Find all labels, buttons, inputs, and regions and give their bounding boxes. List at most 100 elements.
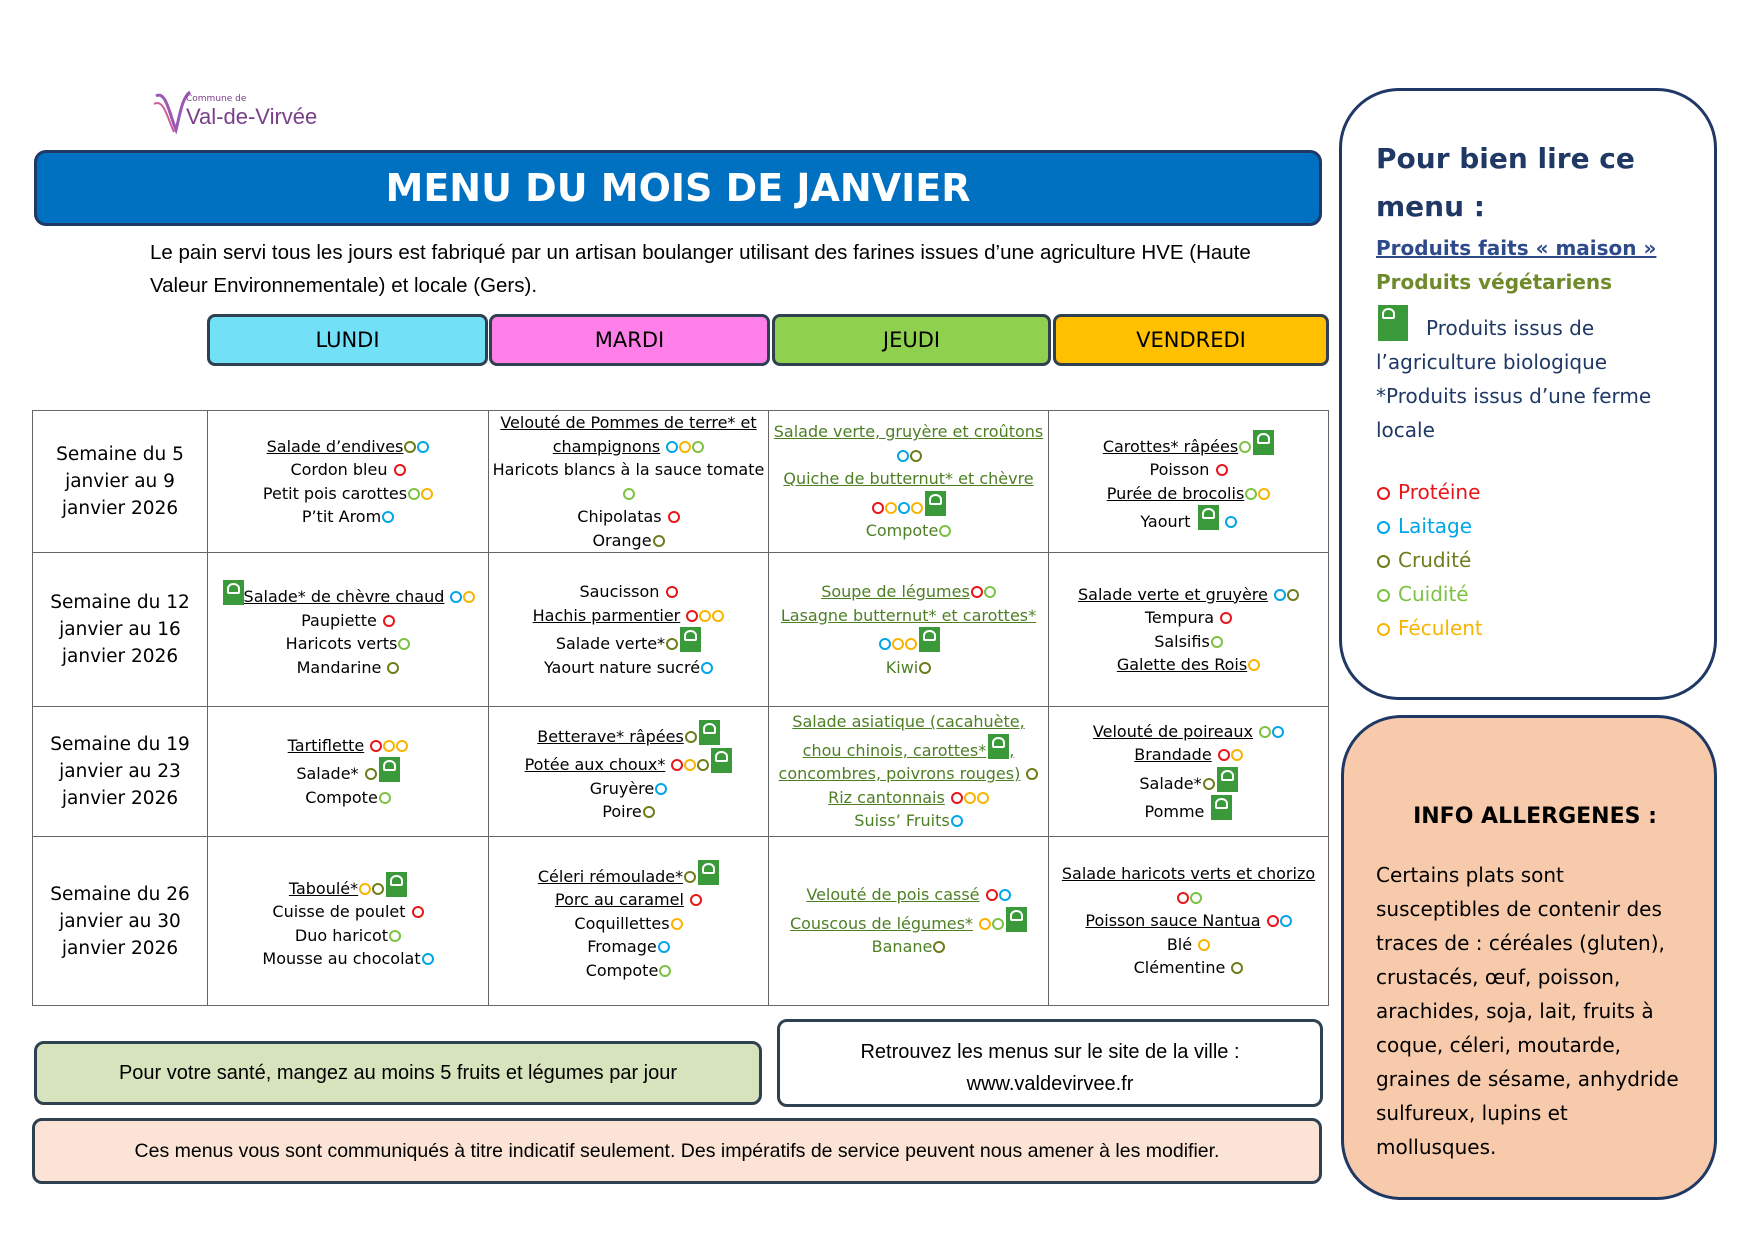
dish: Coquillettes: [574, 913, 670, 933]
category-dot: [979, 917, 992, 930]
category-dot: [1239, 440, 1252, 453]
site-box: Retrouvez les menus sur le site de la vi…: [777, 1019, 1323, 1107]
day-header: MARDI: [489, 314, 770, 366]
category-dot: [667, 511, 680, 523]
dish: Taboulé*: [288, 878, 359, 898]
dish: Velouté de Pommes de terre* et champigno…: [500, 413, 757, 456]
dish: Poisson sauce Nantua: [1085, 911, 1261, 931]
category-dot: [686, 609, 699, 622]
organic-logo: [698, 859, 720, 885]
category-dot: [411, 906, 424, 918]
category-dot: [684, 730, 697, 743]
week-label: Semaine du 19 janvier au 23 janvier 2026: [32, 706, 208, 837]
category-dot: [701, 661, 714, 674]
category-dot: [976, 791, 989, 804]
category-dot: [885, 501, 897, 514]
dish: Potée aux choux*: [524, 755, 666, 774]
category-dot: [1279, 915, 1292, 928]
category-dot: [378, 791, 391, 804]
category-dot: [450, 591, 463, 603]
dish: Mousse au chocolat: [262, 949, 421, 968]
organic-logo: [386, 871, 408, 897]
dish: Riz cantonnais: [828, 787, 945, 807]
dish: Duo haricot: [294, 925, 389, 945]
category-dot: [1189, 891, 1202, 904]
dish: Soupe de légumes: [821, 582, 970, 601]
category-dot: [421, 953, 434, 965]
dish: Kiwi: [885, 657, 919, 677]
category-dot: [665, 586, 678, 598]
category-dot: [382, 614, 395, 627]
category-dot: [909, 449, 922, 462]
category-dot: [939, 525, 952, 538]
dish: Compote: [865, 521, 939, 541]
cell: Carottes* râpées Poisson Purée de brocol…: [1048, 410, 1329, 553]
category-dot: [699, 609, 712, 622]
cell: Salade haricots verts et chorizo Poisson…: [1048, 836, 1329, 1006]
dish: Salade d’endives: [266, 436, 404, 456]
category-dot: [1266, 915, 1279, 928]
logo-mark: [153, 90, 192, 134]
dish: Compote: [305, 787, 378, 807]
category-dot: [671, 759, 684, 771]
dish: Clémentine: [1133, 958, 1226, 978]
category-dot: [393, 464, 406, 476]
category-dot: [1248, 659, 1261, 671]
category-dot: [1210, 635, 1223, 648]
category-dot: [904, 638, 917, 650]
category-dot: [657, 941, 670, 954]
dish: Tartiflette: [287, 735, 365, 755]
category-dot: [1215, 464, 1228, 476]
category-dot: [1377, 521, 1390, 534]
cell: Salade* de chèvre chaud Paupiette Harico…: [207, 552, 489, 707]
dish: Hachis parmentier: [532, 605, 681, 625]
legend-category: Protéine: [1398, 480, 1481, 504]
dish: Poire: [602, 802, 642, 821]
organic-logo: [1253, 429, 1275, 455]
allergen-panel: INFO ALLERGENES : Certains plats sont su…: [1341, 715, 1717, 1200]
category-dot: [1377, 487, 1390, 500]
legend-category: Cuidité: [1398, 582, 1469, 606]
category-dot: [1377, 589, 1390, 602]
dish: Betterave* râpées: [537, 726, 684, 746]
category-dot: [911, 501, 923, 514]
dish: , concombres, poivrons rouges): [778, 740, 1021, 784]
cell: Taboulé* Cuisse de poulet Duo haricot Mo…: [207, 836, 489, 1006]
organic-logo: [925, 490, 946, 516]
category-dot: [1377, 555, 1390, 568]
category-dot: [684, 759, 697, 771]
category-dot: [1245, 487, 1258, 500]
category-dot: [372, 882, 385, 895]
cell: Velouté de Pommes de terre* et champigno…: [488, 410, 769, 553]
cell: Céleri rémoulade* Porc au caramel Coquil…: [488, 836, 769, 1006]
dish: Salade verte, gruyère et croûtons: [773, 422, 1044, 442]
legend-title: Pour bien lire ce menu :: [1376, 142, 1635, 223]
category-dot: [1220, 612, 1233, 624]
dish: Galette des Rois: [1116, 655, 1248, 674]
site-url: www.valdevirvee.fr: [966, 1073, 1134, 1095]
category-dot: [1231, 962, 1244, 975]
dish: Carottes* râpées: [1102, 436, 1239, 456]
category-dot: [1230, 749, 1243, 761]
logo-town: Val-de-Virvée: [186, 104, 318, 129]
dish: Suiss’ Fruits: [854, 811, 950, 831]
dish: Lasagne butternut* et carottes*: [780, 605, 1037, 625]
category-dot: [679, 440, 692, 453]
category-dot: [1198, 938, 1211, 951]
menu-table: Semaine du 5 janvier au 9 janvier 2026 S…: [32, 410, 1329, 1006]
cell: Salade verte, gruyère et croûtons Quiche…: [768, 410, 1049, 553]
legend-organic: Produits issus de l’agriculture biologiq…: [1376, 316, 1608, 374]
category-dot: [398, 638, 411, 650]
intro: Le pain servi tous les jours est fabriqu…: [150, 241, 1251, 297]
dish: Haricots blancs à la sauce tomate: [492, 460, 765, 479]
category-dot: [963, 791, 976, 804]
dish: Salade verte*: [555, 634, 666, 653]
site-text: Retrouvez les menus sur le site de la vi…: [860, 1041, 1240, 1063]
dish: Porc au caramel: [555, 890, 684, 910]
dish: Cordon bleu: [290, 460, 388, 479]
category-dot: [985, 889, 998, 902]
category-dot: [1258, 487, 1271, 500]
week-label: Semaine du 5 janvier au 9 janvier 2026: [32, 410, 208, 553]
category-dot: [1377, 623, 1390, 636]
